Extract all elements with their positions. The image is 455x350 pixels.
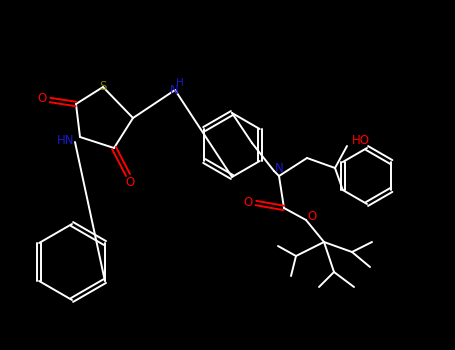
- Text: HN: HN: [57, 133, 75, 147]
- Text: O: O: [126, 176, 135, 189]
- Text: S: S: [99, 79, 106, 92]
- Text: N: N: [170, 84, 178, 98]
- Text: O: O: [37, 91, 46, 105]
- Text: O: O: [243, 196, 253, 210]
- Text: O: O: [308, 210, 317, 223]
- Text: H: H: [176, 78, 184, 88]
- Text: HO: HO: [352, 134, 370, 147]
- Text: N: N: [275, 162, 283, 175]
